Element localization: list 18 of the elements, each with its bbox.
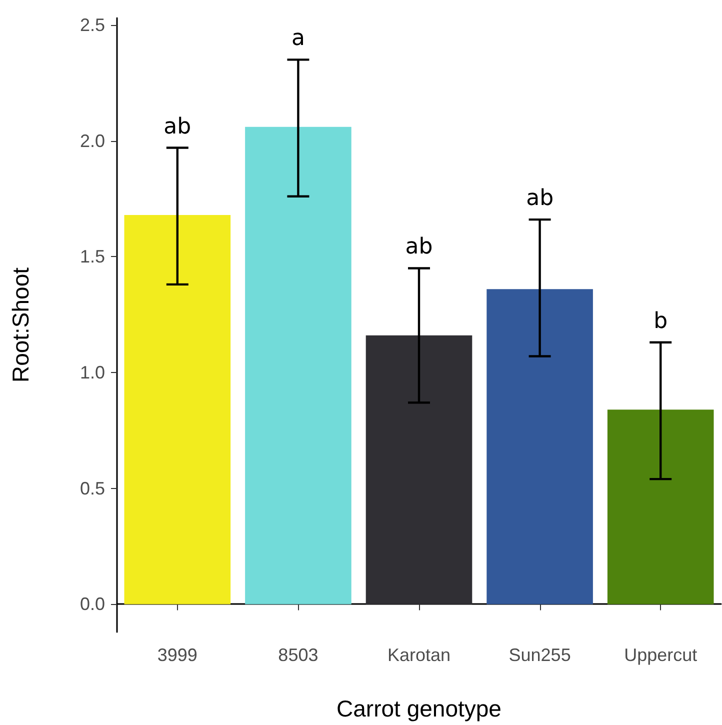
y-tick-label: 2.5 [80,14,105,35]
y-tick-label: 0.0 [80,594,105,614]
annotation: ab [526,186,554,212]
annotation: b [654,308,668,334]
y-tick-label: 1.5 [80,246,105,267]
x-tick-label: Sun255 [508,645,571,665]
annotation: ab [164,114,192,140]
annotation: ab [405,234,433,260]
y-tick-label: 2.0 [80,130,105,151]
annotation: a [291,26,305,52]
x-tick-label: 8503 [278,645,318,665]
x-tick-label: 3999 [157,645,198,665]
x-tick-label: Karotan [387,645,451,665]
y-axis-title: Root:Shoot [8,266,34,383]
y-tick-label: 1.0 [80,362,105,382]
y-tick-label: 0.5 [80,478,105,498]
x-axis-title: Carrot genotype [336,696,502,722]
x-tick-label: Uppercut [624,645,698,665]
